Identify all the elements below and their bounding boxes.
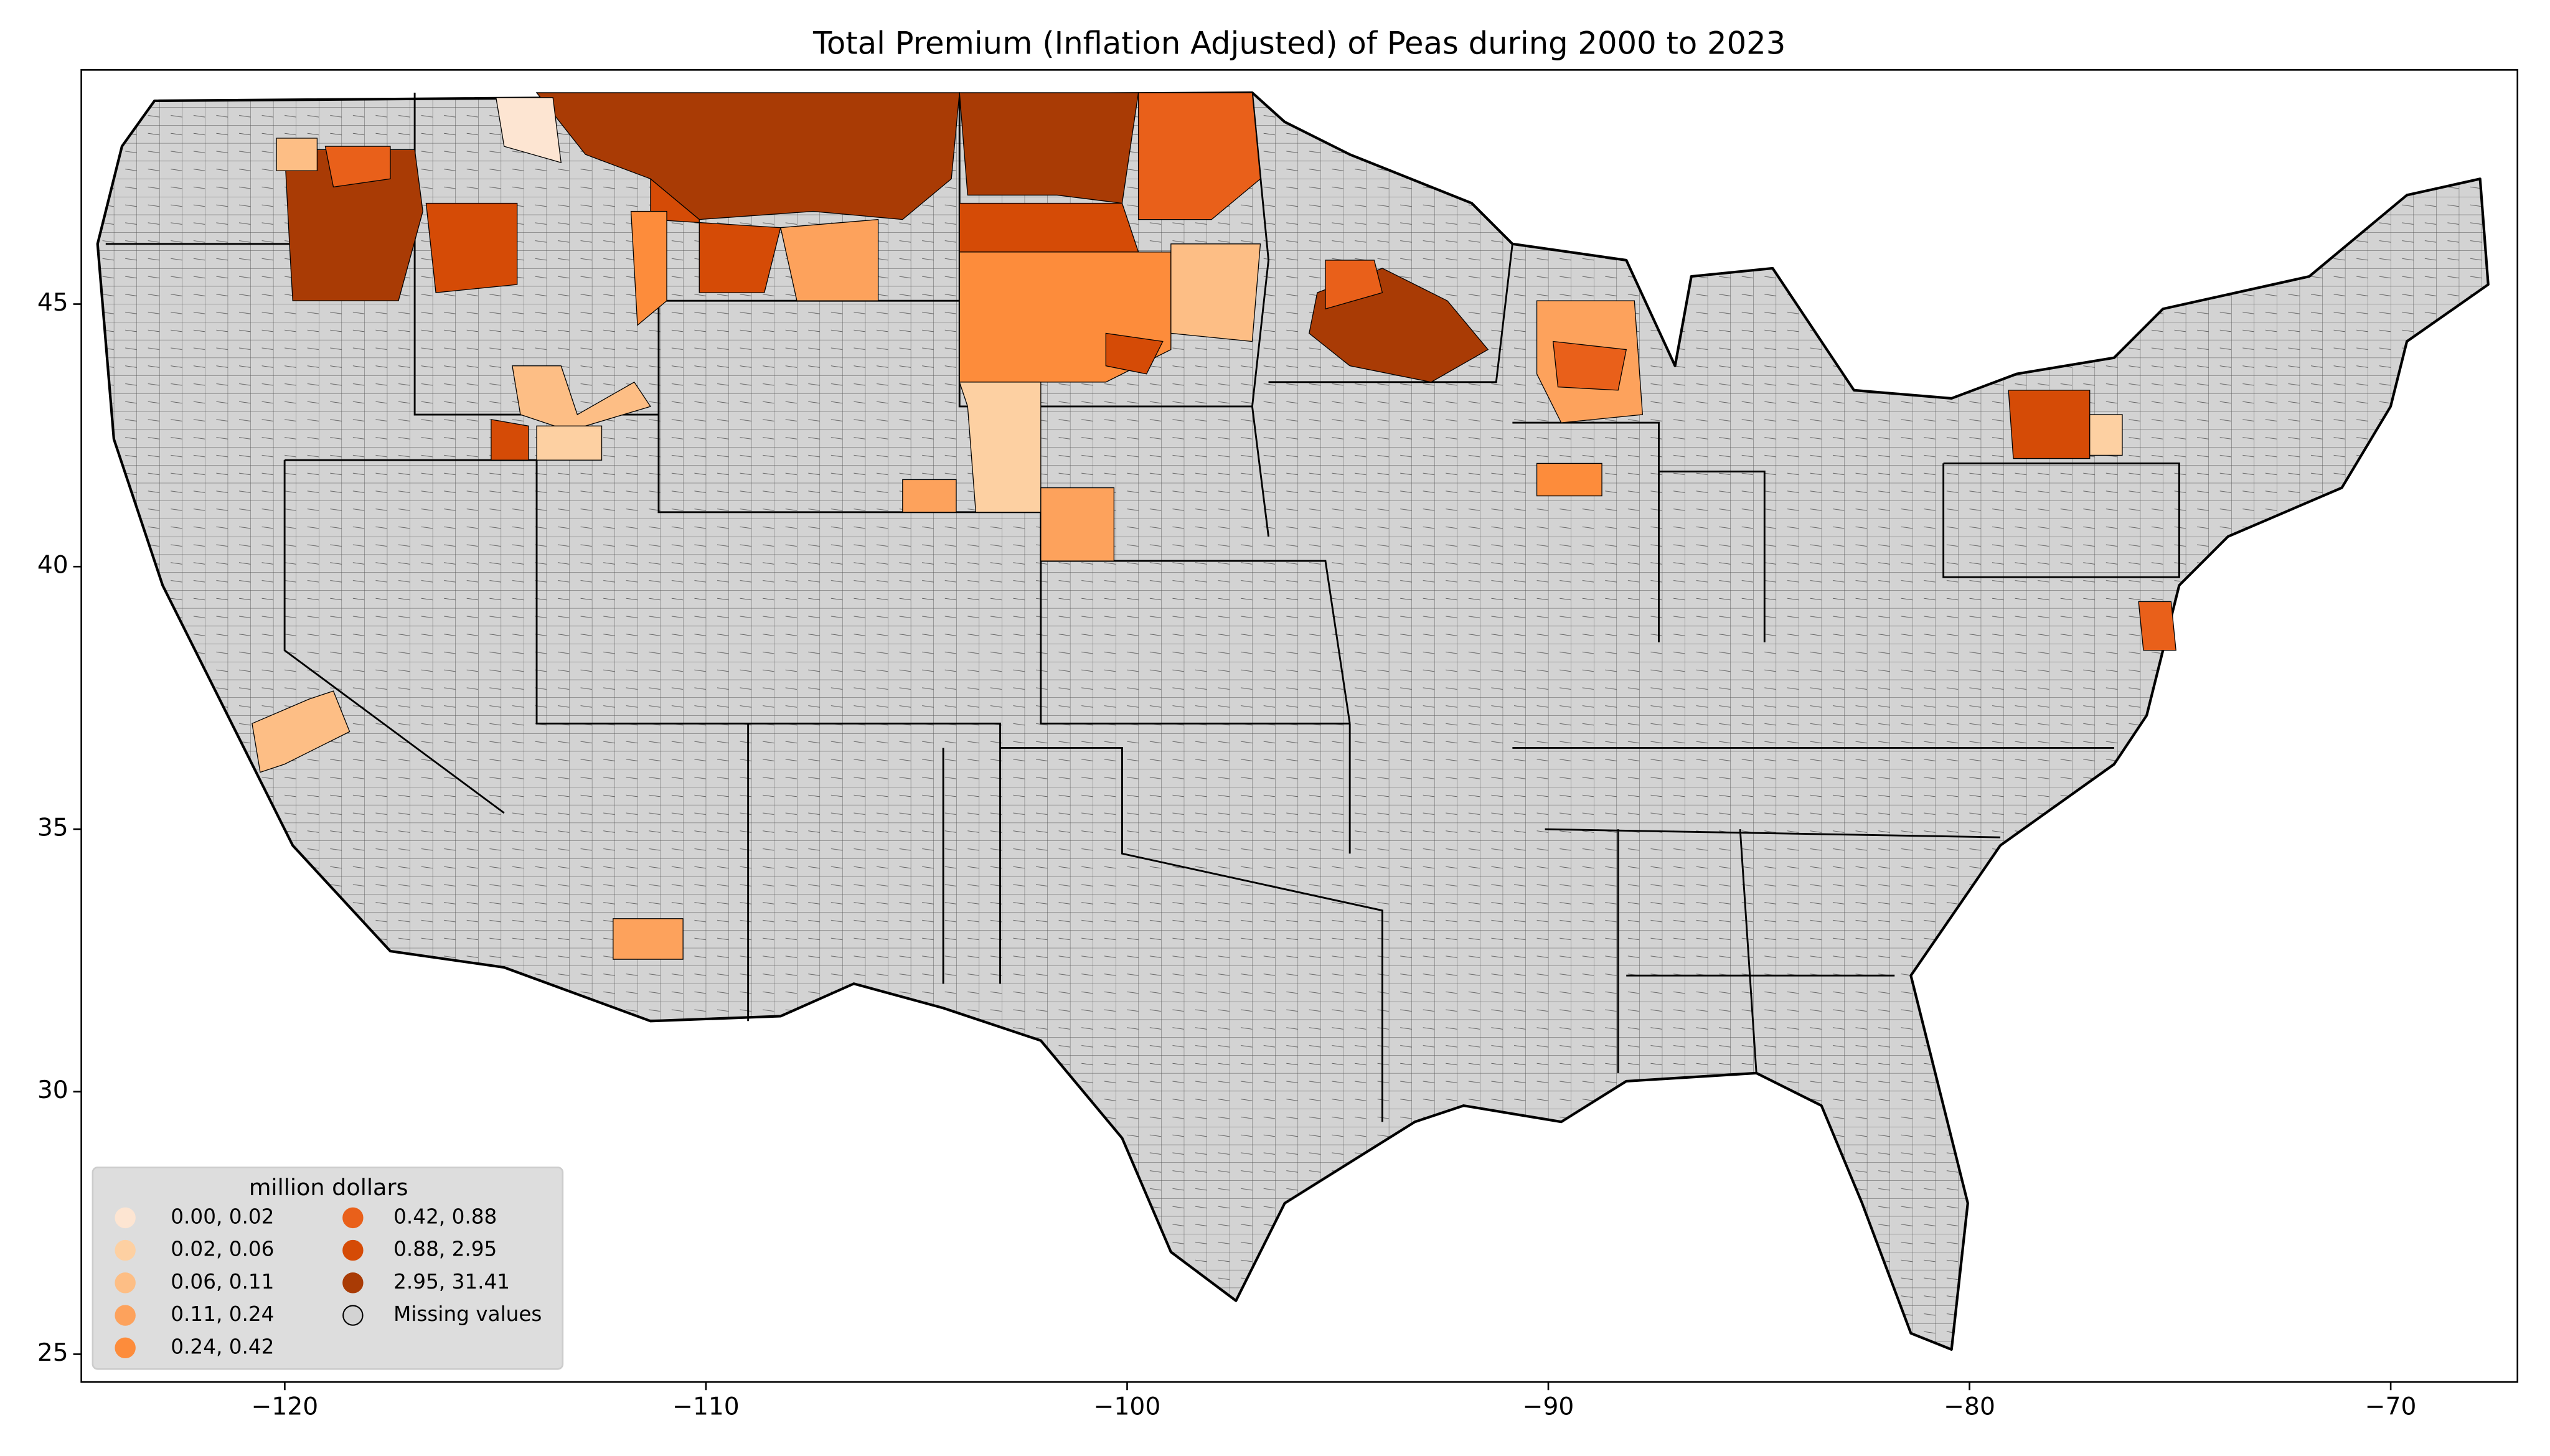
region: [491, 419, 529, 461]
y-tick-label: 40: [37, 552, 68, 580]
legend-marker: [342, 1305, 364, 1326]
legend-label: 0.88, 2.95: [393, 1238, 497, 1261]
legend-marker: [115, 1239, 136, 1261]
x-tick-label: −70: [2365, 1393, 2417, 1421]
region: [1137, 92, 1261, 220]
region: [425, 202, 518, 293]
x-tick-label: −90: [1523, 1393, 1574, 1421]
legend-box: [92, 1167, 564, 1370]
region: [2138, 601, 2176, 651]
region: [1040, 487, 1115, 561]
x-tick-label: −110: [672, 1393, 740, 1421]
y-tick-label: 35: [37, 814, 68, 842]
county-grid: [97, 92, 2488, 1350]
legend-marker: [115, 1305, 136, 1326]
legend-marker: [115, 1272, 136, 1294]
region: [1105, 332, 1164, 375]
region: [2008, 390, 2091, 459]
axes-frame: [80, 69, 2519, 1383]
region: [276, 138, 318, 171]
legend-marker: [115, 1207, 136, 1229]
chart-title: Total Premium (Inflation Adjusted) of Pe…: [812, 26, 1785, 62]
legend-label: 0.24, 0.42: [171, 1335, 274, 1358]
region: [902, 479, 957, 513]
y-tick-label: 30: [37, 1076, 68, 1104]
legend-label: Missing values: [393, 1302, 542, 1326]
legend-label: 0.06, 0.11: [171, 1270, 274, 1294]
region: [613, 918, 684, 960]
state-borders: [105, 92, 2180, 1122]
legend-marker: [342, 1272, 364, 1294]
x-tick-label: −120: [252, 1393, 319, 1421]
legend-marker: [115, 1337, 136, 1359]
legend-label: 0.11, 0.24: [171, 1302, 274, 1326]
axis-ticks: −120 −110 −100 −90 −80 −70 25 30 35 40 45: [37, 289, 2417, 1421]
legend-title: million dollars: [249, 1174, 408, 1201]
region: [630, 210, 667, 326]
region: [512, 365, 651, 431]
legend-label: 0.42, 0.88: [393, 1205, 497, 1228]
y-tick-label: 25: [37, 1339, 68, 1367]
legend-marker: [342, 1239, 364, 1261]
region: [535, 92, 960, 220]
region: [495, 97, 562, 164]
value-areas: [252, 92, 2176, 960]
region: [1552, 341, 1627, 391]
region: [284, 149, 423, 301]
legend: million dollars 0.00, 0.02 0.02, 0.06 0.06…: [92, 1167, 564, 1370]
region: [959, 92, 1139, 204]
legend-label: 0.00, 0.02: [171, 1205, 274, 1228]
region: [2089, 414, 2123, 456]
region: [324, 146, 391, 188]
legend-label: 2.95, 31.41: [393, 1270, 510, 1294]
region: [536, 425, 603, 461]
region: [1170, 243, 1261, 342]
x-tick-label: −80: [1944, 1393, 1995, 1421]
region: [959, 382, 1042, 513]
map: [96, 91, 2490, 1351]
x-tick-label: −100: [1094, 1393, 1161, 1421]
region: [1536, 463, 1602, 497]
legend-marker: [342, 1207, 364, 1229]
region: [252, 690, 351, 773]
y-tick-label: 45: [37, 289, 68, 317]
legend-label: 0.02, 0.06: [171, 1238, 274, 1261]
region: [959, 202, 1139, 253]
region: [1325, 260, 1383, 310]
region: [780, 218, 879, 301]
